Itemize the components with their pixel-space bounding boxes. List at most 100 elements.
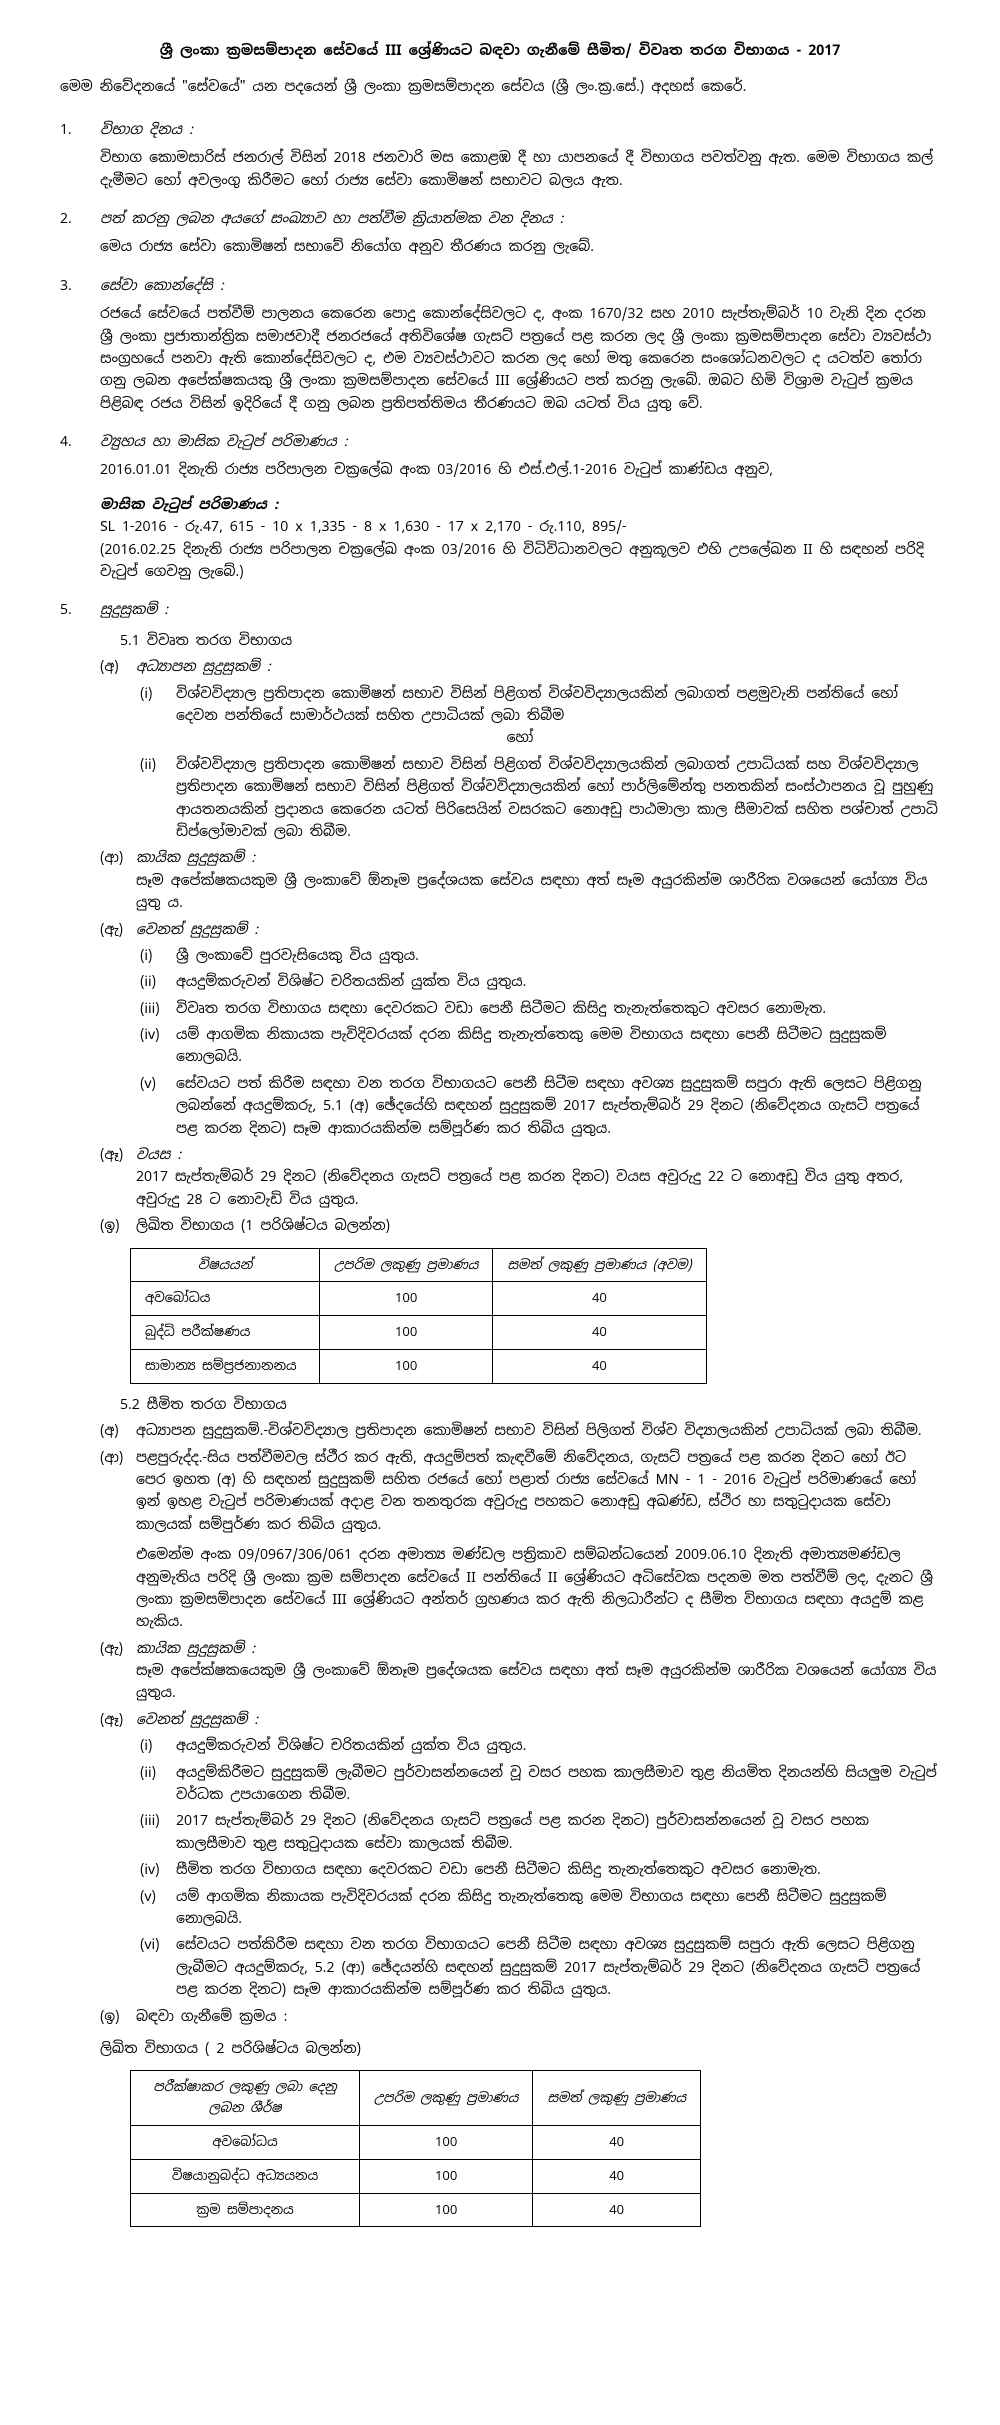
td: 100	[320, 1282, 493, 1316]
txt: යම් ආගමික නිකායක පැවිදිවරයක් දරන කිසිදු …	[176, 1024, 940, 1069]
label: (ඉ)	[100, 2006, 136, 2028]
r: (iv)සීමිත තරග විභාගය සඳහා දෙවරකට වඩා පෙන…	[140, 1859, 940, 1881]
head: අධ්‍යාපන සුදුසුකම් :	[136, 656, 940, 678]
body2: එමෙන්ම අංක 09/0967/306/061 දරන අමාත්‍ය ම…	[136, 1544, 940, 1634]
r: (iii)2017 සැප්තැම්බර් 29 දිනට (නිවේදනය ග…	[140, 1810, 940, 1855]
sec-num: 5.	[60, 599, 72, 621]
row-a-ii: (ii) විශ්වවිද්‍යාල ප්‍රතිපාදන කොමිෂන් සභ…	[140, 754, 940, 844]
td: 40	[533, 2159, 701, 2193]
row-aa: (ආ) කායික සුදුසුකම් : සෑම අපේක්ෂකයකුම ශ්…	[100, 847, 940, 914]
row-52aa: (ආ) පළපුරුද්ද.-සිය පත්වීමවල ස්ථීර කර ඇති…	[100, 1447, 940, 1634]
row-a-i: (i) විශ්වවිද්‍යාල ප්‍රතිපාදන කොමිෂන් සභා…	[140, 683, 940, 728]
label: (ආ)	[100, 1447, 136, 1634]
intro: මෙම නිවේදනයේ "සේවයේ" යන පදයෙන් ශ්‍රී ලංක…	[60, 76, 940, 98]
section-1: 1. විභාග දිනය : විභාග කොමසාරිස් ජනරාල් ව…	[60, 119, 940, 192]
row-a: (අ) අධ්‍යාපන සුදුසුකම් :	[100, 656, 940, 678]
td: අවබෝධය	[131, 2125, 360, 2159]
body: 2017 සැප්තැම්බර් 29 දිනට (නිවේදනය ගැසට් …	[136, 1166, 940, 1211]
section-4: 4. ව්‍යුහය හා මාසික වැටුප් පරිමාණය : 201…	[60, 431, 940, 583]
row-aee: (ඈ) වයස : 2017 සැප්තැම්බර් 29 දිනට (නිවේ…	[100, 1144, 940, 1211]
td: අවබෝධය	[131, 1282, 320, 1316]
or: හෝ	[100, 727, 940, 749]
td: 40	[533, 2193, 701, 2227]
head: බඳවා ගැනීමේ ක්‍රමය :	[136, 2006, 940, 2028]
label: (ඇ)	[100, 919, 136, 941]
salary-label: මාසික වැටුප් පරිමාණය :	[100, 494, 940, 516]
section-3: 3. සේවා කොන්දේසි : රජයේ සේවයේ පත්වීම් පා…	[60, 275, 940, 415]
txt: විශ්වවිද්‍යාල ප්‍රතිපාදන කොමිෂන් සභාව වි…	[176, 754, 940, 844]
row-ae: (ඇ) වෙනත් සුදුසුකම් :	[100, 919, 940, 941]
head: කායික සුදුසුකම් :	[136, 1640, 255, 1658]
row-ae-iii: (iii)විවෘත තරග විභාගය සඳහා දෙවරකට වඩා පෙ…	[140, 998, 940, 1020]
r: (i)අයදුම්කරුවන් විශිෂ්ට චරිතයකින් යුක්ත …	[140, 1735, 940, 1757]
head: කායික සුදුසුකම් :	[136, 849, 255, 867]
sec-body: රජයේ සේවයේ පත්වීම් පාලනය කෙරෙන පොදු කොන්…	[100, 303, 940, 415]
line1: 2016.01.01 දිනැති රාජ්‍ය පරිපාලන චක්‍රලේ…	[100, 459, 940, 481]
doc-title: ශ්‍රී ලංකා ක්‍රමසම්පාදන සේවයේ III ශ්‍රේණ…	[60, 40, 940, 62]
sec-head: පත් කරනු ලබන අයගේ සංඛ්‍යාව හා පත්වීම ක්‍…	[100, 210, 564, 228]
label: (ආ)	[100, 847, 136, 914]
txt: සේවයට පත් කිරීම සඳහා වන තරග විභාගයට පෙනී…	[176, 1073, 940, 1140]
head: වයස :	[136, 1146, 181, 1164]
td: 100	[360, 2159, 533, 2193]
label: (ඈ)	[100, 1144, 136, 1211]
row-52i: (ඉ) බඳවා ගැනීමේ ක්‍රමය :	[100, 2006, 940, 2028]
row-ae-iv: (iv)යම් ආගමික නිකායක පැවිදිවරයක් දරන කිස…	[140, 1024, 940, 1069]
td: සාමාන්‍ය සම්ප්‍රජනානනය	[131, 1349, 320, 1383]
sub-num: 5.1	[120, 632, 140, 650]
td: ක්‍රම සම්පාදනය	[131, 2193, 360, 2227]
txt: ශ්‍රී ලංකාවේ පුරවැසියෙකු විය යුතුය.	[176, 945, 940, 967]
sec-num: 1.	[60, 119, 72, 141]
sec-num: 2.	[60, 208, 72, 230]
txt: 2017 සැප්තැම්බර් 29 දිනට (නිවේදනය ගැසට් …	[176, 1810, 940, 1855]
salary: SL 1-2016 - රු.47, 615 - 10 x 1,335 - 8 …	[100, 516, 940, 538]
t2-label: ලිඛිත විභාගය ( 2 පරිශිෂ්ටය බලන්න)	[100, 2038, 940, 2060]
td: 100	[360, 2193, 533, 2227]
label: (ඈ)	[100, 1709, 136, 1731]
txt: අයදුම්කිරීමට සුදුසුකම් ලැබීමට පුර්වාසන්න…	[176, 1762, 940, 1807]
txt: සේවයට පත්කිරීම සඳහා වන තරග විභාගයට පෙනී …	[176, 1934, 940, 2001]
row-52aee: (ඈ) වෙනත් සුදුසුකම් :	[100, 1709, 940, 1731]
sec-num: 4.	[60, 431, 72, 453]
label: (ඉ)	[100, 1215, 136, 1237]
txt: අයදුම්කරුවන් විශිෂ්ට චරිතයකින් යුක්ත විය…	[176, 1735, 940, 1757]
td: 100	[320, 1349, 493, 1383]
salary-note: (2016.02.25 දිනැති රාජ්‍ය පරිපාලන චක්‍රල…	[100, 539, 940, 584]
row-ae-ii: (ii)අයදුම්කරුවන් විශිෂ්ට චරිතයකින් යුක්ත…	[140, 971, 940, 993]
sub-5-1: 5.1 විවෘත තරග විභාගය	[120, 630, 940, 652]
th: පරීක්ෂාකර ලකුණු ලබා දෙනු ලබන ශීර්ෂ	[131, 2071, 360, 2126]
txt: සීමිත තරග විභාගය සඳහා දෙවරකට වඩා පෙනී සි…	[176, 1859, 940, 1881]
section-5: 5. සුදුසුකම් : 5.1 විවෘත තරග විභාගය (අ) …	[60, 599, 940, 2227]
td: 40	[493, 1349, 706, 1383]
row-ae-v: (v)සේවයට පත් කිරීම සඳහා වන තරග විභාගයට ප…	[140, 1073, 940, 1140]
body: සෑම අපේක්ෂකයකුම ශ්‍රී ලංකාවේ ඕනෑම ප්‍රදේ…	[136, 870, 940, 915]
txt: විශ්වවිද්‍යාල ප්‍රතිපාදන කොමිෂන් සභාව වි…	[176, 683, 940, 728]
sub-5-2: 5.2 සීමිත තරග විභාගය	[120, 1394, 940, 1416]
sec-body: විභාග කොමසාරිස් ජනරාල් විසින් 2018 ජනවාර…	[100, 147, 940, 192]
table-1: විෂයයන් උපරිම ලකුණු ප්‍රමාණය සමත් ලකුණු …	[130, 1248, 707, 1384]
sec-head: විභාග දිනය :	[100, 121, 193, 139]
head: වෙනත් සුදුසුකම් :	[136, 919, 940, 941]
section-2: 2. පත් කරනු ලබන අයගේ සංඛ්‍යාව හා පත්වීම …	[60, 208, 940, 259]
row-i: (ඉ) ලිඛිත විභාගය (1 පරිශිෂ්ටය බලන්න)	[100, 1215, 940, 1237]
sec-head: සුදුසුකම් :	[100, 601, 168, 619]
td: 100	[360, 2125, 533, 2159]
txt: විවෘත තරග විභාගය සඳහා දෙවරකට වඩා පෙනී සි…	[176, 998, 940, 1020]
body: සෑම අපේක්ෂකයෙකුම ශ්‍රී ලංකාවේ ඕනෑම ප්‍රද…	[136, 1660, 940, 1705]
th: විෂයයන්	[131, 1248, 320, 1282]
th: උපරිම ලකුණු ප්‍රමාණය	[360, 2071, 533, 2126]
td: බුද්ධි පරීක්ෂණය	[131, 1316, 320, 1350]
num: (i)	[140, 683, 176, 728]
th: සමත් ලකුණු ප්‍රමාණය (අවම)	[493, 1248, 706, 1282]
label: (ඇ)	[100, 1638, 136, 1705]
sec-num: 3.	[60, 275, 72, 297]
row-ae-i: (i)ශ්‍රී ලංකාවේ පුරවැසියෙකු විය යුතුය.	[140, 945, 940, 967]
r: (vi)සේවයට පත්කිරීම සඳහා වන තරග විභාගයට ප…	[140, 1934, 940, 2001]
sub-head: විවෘත තරග විභාගය	[147, 632, 292, 650]
head: වෙනත් සුදුසුකම් :	[136, 1709, 940, 1731]
th: උපරිම ලකුණු ප්‍රමාණය	[320, 1248, 493, 1282]
row-52ae: (ඇ) කායික සුදුසුකම් : සෑම අපේක්ෂකයෙකුම ශ…	[100, 1638, 940, 1705]
body: අධ්‍යාපන සුදුසුකම්.-විශ්වවිද්‍යාල ප්‍රති…	[136, 1420, 940, 1442]
num: (ii)	[140, 754, 176, 844]
sec-body: මෙය රාජ්‍ය සේවා කොමිෂන් සභාවේ නියෝග අනුව…	[100, 236, 940, 258]
